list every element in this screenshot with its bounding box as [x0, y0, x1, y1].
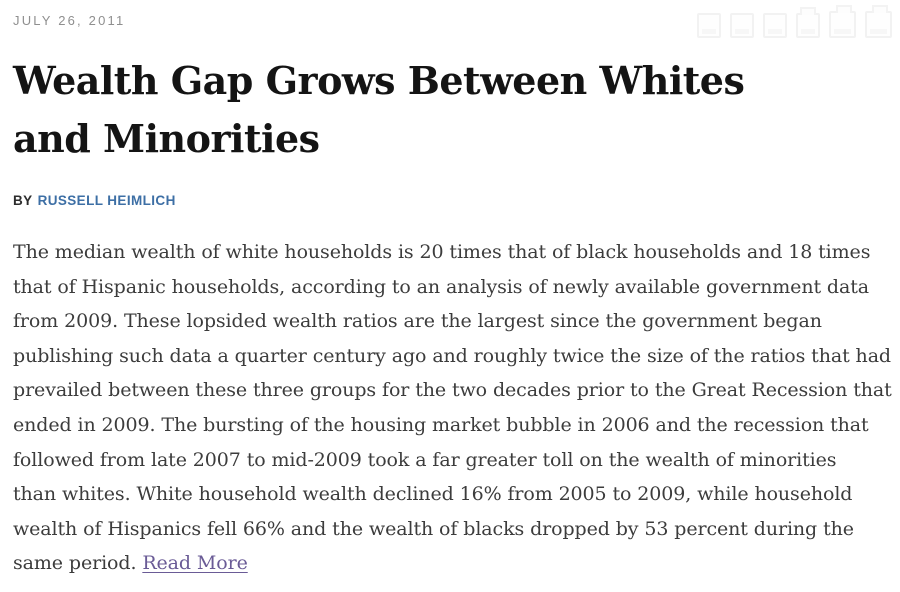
page-title-line-2: and Minorities	[13, 116, 320, 161]
body-line: publishing such data a quarter century a…	[13, 344, 891, 367]
read-more-link[interactable]: Read More	[142, 552, 248, 575]
body-line: from 2009. These lopsided wealth ratios …	[13, 310, 822, 333]
page-title: Wealth Gap Grows Between Whites and Mino…	[13, 52, 878, 168]
body-last-line: same period. Read More	[13, 546, 878, 581]
faint-share-icon-3[interactable]	[763, 13, 787, 38]
page-title-line-1: Wealth Gap Grows Between Whites	[13, 58, 745, 103]
body-line: The median wealth of white households is…	[13, 241, 871, 263]
last-line-text: same period.	[13, 552, 143, 575]
body-line: prevailed between these three groups for…	[13, 379, 892, 402]
faint-share-icon-6[interactable]	[865, 5, 892, 38]
publish-date: JULY 26, 2011	[13, 13, 126, 28]
faint-share-icon-2[interactable]	[730, 13, 754, 38]
body-line: wealth of Hispanics fell 66% and the wea…	[13, 517, 854, 540]
body-line: than whites. White household wealth decl…	[13, 483, 853, 506]
author-link[interactable]: RUSSELL HEIMLICH	[37, 193, 176, 208]
share-toolbar	[697, 5, 892, 38]
body-line: that of Hispanic households, according t…	[13, 275, 869, 298]
body-line: followed from late 2007 to mid-2009 took…	[13, 448, 837, 471]
faint-share-icon-4[interactable]	[796, 7, 820, 38]
faint-share-icon-5[interactable]	[829, 5, 856, 38]
faint-share-icon-1[interactable]	[697, 13, 721, 38]
article-body: The median wealth of white households is…	[13, 235, 892, 581]
byline-prefix: BY	[13, 193, 33, 208]
byline: BY RUSSELL HEIMLICH	[13, 193, 878, 209]
body-line: ended in 2009. The bursting of the housi…	[13, 413, 869, 436]
